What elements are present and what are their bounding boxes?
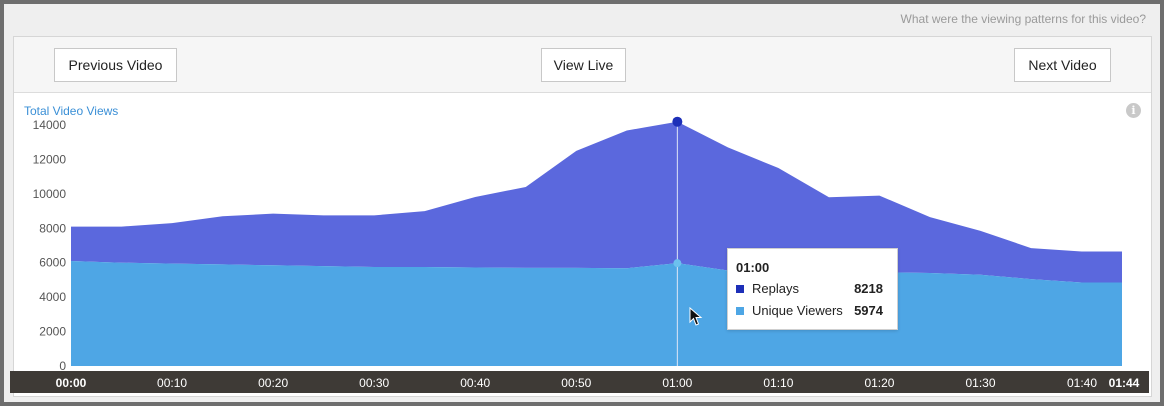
x-axis-bar <box>10 371 1149 393</box>
next-video-button[interactable]: Next Video <box>1014 48 1111 82</box>
x-tick-label: 01:10 <box>763 376 793 390</box>
x-tick-label: 00:20 <box>258 376 288 390</box>
info-icon[interactable]: i <box>1126 103 1141 118</box>
x-tick-label: 00:50 <box>561 376 591 390</box>
x-tick-label: 01:40 <box>1067 376 1097 390</box>
x-tick-label: 01:00 <box>662 376 692 390</box>
x-tick-label: 00:10 <box>157 376 187 390</box>
x-tick-label: 01:44 <box>1109 376 1140 390</box>
tooltip-value: 8218 <box>854 281 883 296</box>
y-tick-label: 2000 <box>39 325 66 339</box>
replays-legend-swatch <box>736 285 744 293</box>
y-tick-label: 0 <box>59 359 66 373</box>
series-area-unique-viewers <box>71 260 1122 366</box>
x-tick-label: 00:00 <box>56 376 87 390</box>
y-tick-label: 12000 <box>33 152 67 166</box>
hover-point-replays <box>672 116 683 127</box>
x-tick-label: 00:40 <box>460 376 490 390</box>
series-area-replays <box>71 121 1122 283</box>
y-tick-label: 8000 <box>39 221 66 235</box>
view-live-button[interactable]: View Live <box>541 48 626 82</box>
unique-viewers-legend-swatch <box>736 307 744 315</box>
tooltip-value: 5974 <box>854 303 883 318</box>
tooltip-row-unique-viewers: Unique Viewers 5974 <box>736 303 891 319</box>
video-toolbar: Previous Video View Live Next Video <box>14 37 1151 93</box>
chart-tooltip: 01:00 Replays 8218 Unique Viewers 5974 <box>727 248 898 330</box>
tooltip-title: 01:00 <box>736 260 770 275</box>
tooltip-row-replays: Replays 8218 <box>736 281 891 297</box>
help-question-link[interactable]: What were the viewing patterns for this … <box>900 12 1146 26</box>
y-tick-label: 14000 <box>33 118 67 132</box>
x-tick-label: 01:20 <box>864 376 894 390</box>
previous-video-button[interactable]: Previous Video <box>54 48 177 82</box>
tooltip-label: Replays <box>752 281 799 296</box>
mouse-pointer-icon <box>689 307 703 326</box>
hover-point-unique-viewers <box>673 259 682 268</box>
tooltip-label: Unique Viewers <box>752 303 843 318</box>
x-tick-label: 00:30 <box>359 376 389 390</box>
chart-title: Total Video Views <box>24 104 119 118</box>
y-tick-label: 6000 <box>39 256 66 270</box>
y-tick-label: 10000 <box>33 187 67 201</box>
x-tick-label: 01:30 <box>966 376 996 390</box>
y-tick-label: 4000 <box>39 290 66 304</box>
